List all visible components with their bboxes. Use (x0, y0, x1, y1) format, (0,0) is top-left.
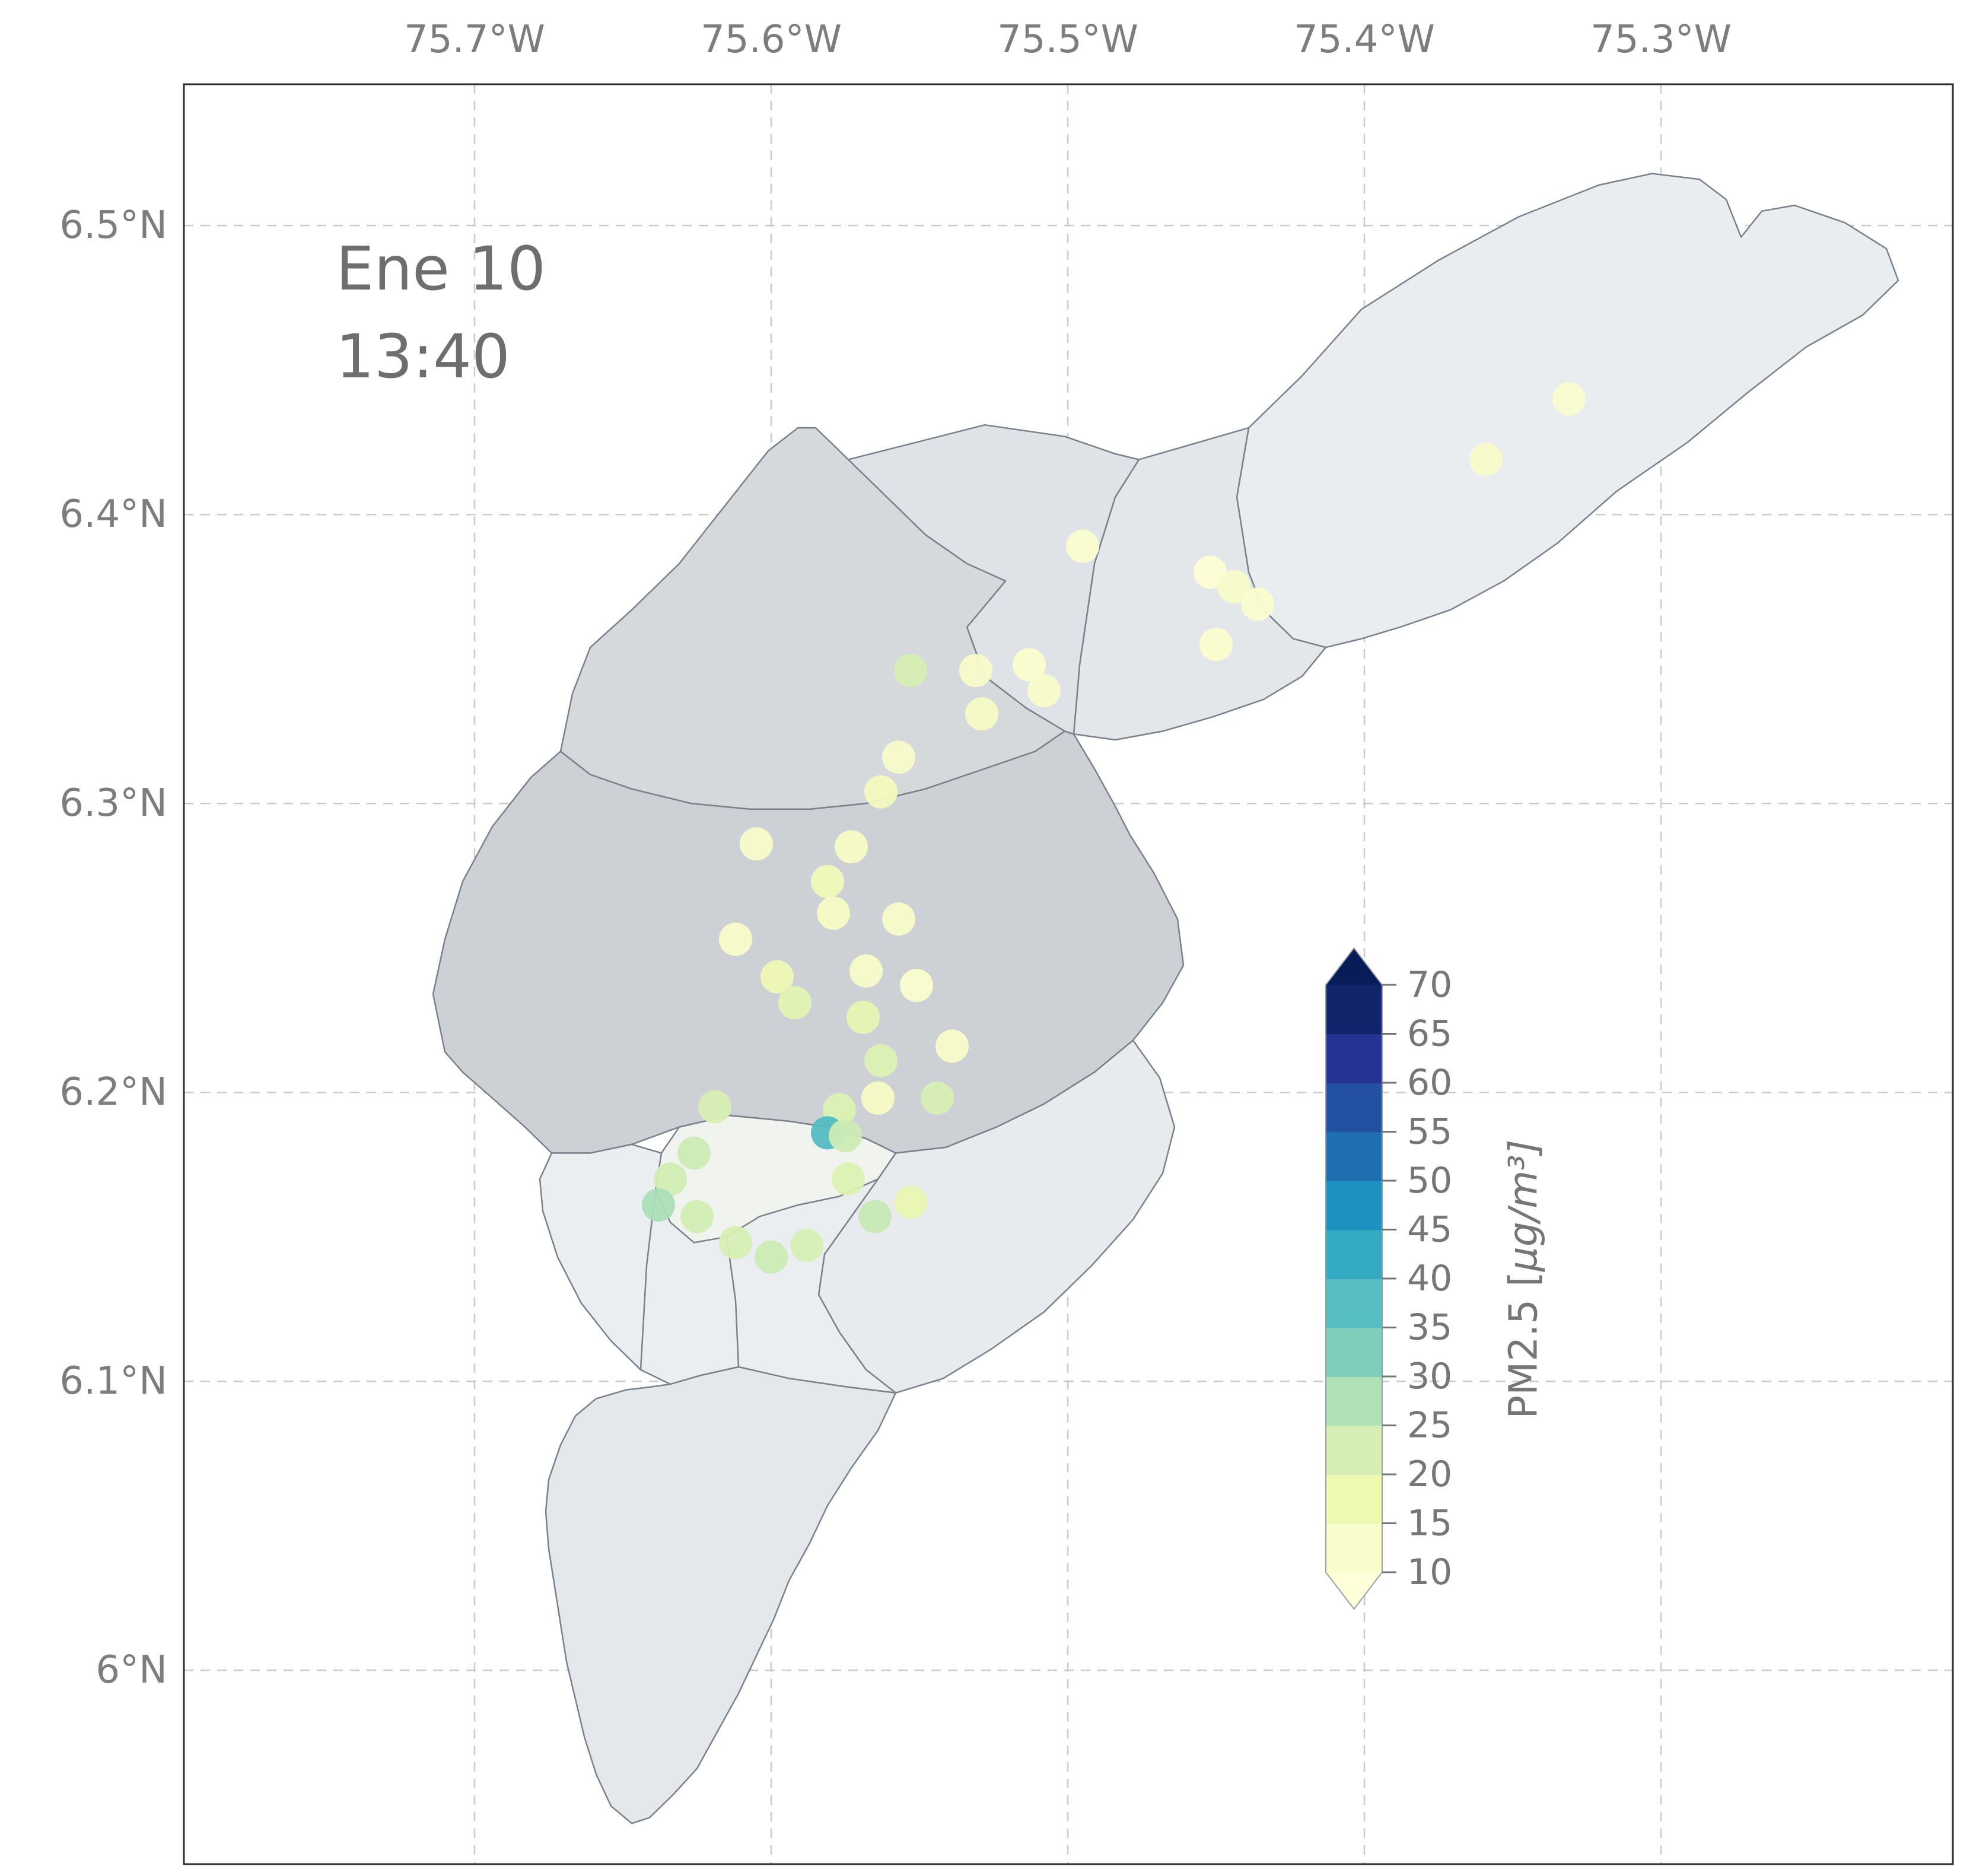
station-dot (698, 1090, 731, 1124)
colorbar-tick-label: 25 (1407, 1405, 1452, 1446)
station-dot (760, 960, 794, 994)
station-dot (849, 954, 883, 988)
x-tick-label: 75.7°W (404, 18, 545, 62)
colorbar-under-arrow (1326, 1572, 1382, 1609)
colorbar-segment (1326, 1327, 1382, 1377)
station-dot (1199, 628, 1233, 662)
x-tick-label: 75.5°W (997, 18, 1138, 62)
colorbar-tick-label: 65 (1407, 1013, 1452, 1055)
colorbar-segment (1326, 1523, 1382, 1573)
station-dot (1241, 587, 1274, 621)
station-dot (900, 969, 933, 1002)
station-dot (835, 830, 868, 864)
colorbar-segment (1326, 1279, 1382, 1328)
colorbar-tick-label: 15 (1407, 1503, 1452, 1544)
timestamp-date: Ene 10 (336, 234, 546, 304)
station-dot (680, 1200, 714, 1233)
colorbar-tick-label: 10 (1407, 1551, 1452, 1593)
station-dot (817, 896, 850, 930)
colorbar-tick-label: 60 (1407, 1062, 1452, 1104)
colorbar-tick-label: 20 (1407, 1454, 1452, 1495)
y-tick-label: 6.5°N (59, 204, 167, 248)
timestamp-time: 13:40 (336, 321, 510, 392)
station-dot (1066, 529, 1099, 563)
colorbar-tick-label: 30 (1407, 1356, 1452, 1397)
colorbar-segment (1326, 1083, 1382, 1133)
timestamp-annotation: Ene 10 13:40 (336, 225, 546, 401)
station-dot (1013, 648, 1046, 682)
station-dot (790, 1229, 823, 1263)
x-tick-label: 75.6°W (701, 18, 842, 62)
station-dot (829, 1119, 862, 1153)
colorbar-segment (1326, 1376, 1382, 1426)
x-tick-label: 75.4°W (1294, 18, 1435, 62)
colorbar-tick-label: 50 (1407, 1160, 1452, 1201)
station-dot (755, 1240, 788, 1274)
colorbar-segment (1326, 985, 1382, 1035)
region-caldas (545, 1366, 897, 1824)
station-dot (1552, 382, 1586, 416)
station-dot (858, 1200, 892, 1233)
station-dot (864, 775, 898, 809)
colorbar-segment (1326, 1181, 1382, 1230)
y-tick-label: 6.3°N (59, 781, 167, 826)
station-dot (778, 986, 812, 1020)
station-dot (959, 654, 992, 688)
station-dot (654, 1162, 687, 1196)
colorbar-tick-label: 45 (1407, 1209, 1452, 1251)
y-tick-label: 6°N (96, 1648, 167, 1693)
y-tick-label: 6.2°N (59, 1070, 167, 1115)
station-dot (864, 1044, 898, 1077)
y-tick-label: 6.4°N (59, 492, 167, 537)
station-dot (847, 1000, 880, 1034)
station-dot (965, 697, 998, 731)
colorbar-segment (1326, 1229, 1382, 1279)
colorbar-segment (1326, 1425, 1382, 1475)
colorbar-tick-label: 35 (1407, 1307, 1452, 1349)
station-dot (719, 923, 752, 956)
station-dot (811, 864, 844, 898)
station-dot (832, 1162, 865, 1196)
station-dot (1027, 674, 1061, 708)
colorbar-tick-label: 55 (1407, 1111, 1452, 1153)
colorbar-segment (1326, 1474, 1382, 1524)
station-dot (719, 1226, 752, 1260)
station-dot (677, 1136, 711, 1170)
plot-border (183, 83, 1954, 1865)
colorbar-label-prefix: PM2.5 [ (1500, 1271, 1546, 1419)
colorbar-axis-label: PM2.5 [µg/m³] (1501, 1139, 1546, 1419)
station-dot (935, 1029, 969, 1063)
station-dot (1469, 443, 1503, 476)
colorbar-segment (1326, 1034, 1382, 1083)
colorbar-tick-label: 70 (1407, 964, 1452, 1006)
station-dot (894, 654, 927, 688)
colorbar-segment (1326, 1131, 1382, 1181)
station-dot (1217, 570, 1250, 603)
station-dot (894, 1185, 927, 1219)
station-dot (642, 1188, 675, 1222)
station-dot (882, 740, 915, 774)
colorbar-tick-label: 40 (1407, 1258, 1452, 1299)
colorbar-over-arrow (1326, 948, 1382, 985)
station-dot (861, 1081, 895, 1115)
station-dot (882, 902, 915, 936)
x-tick-label: 75.3°W (1590, 18, 1732, 62)
station-dot (740, 827, 773, 861)
colorbar-label-unit: µg/m³] (1500, 1139, 1546, 1272)
station-dot (921, 1081, 954, 1115)
y-tick-label: 6.1°N (59, 1359, 167, 1404)
